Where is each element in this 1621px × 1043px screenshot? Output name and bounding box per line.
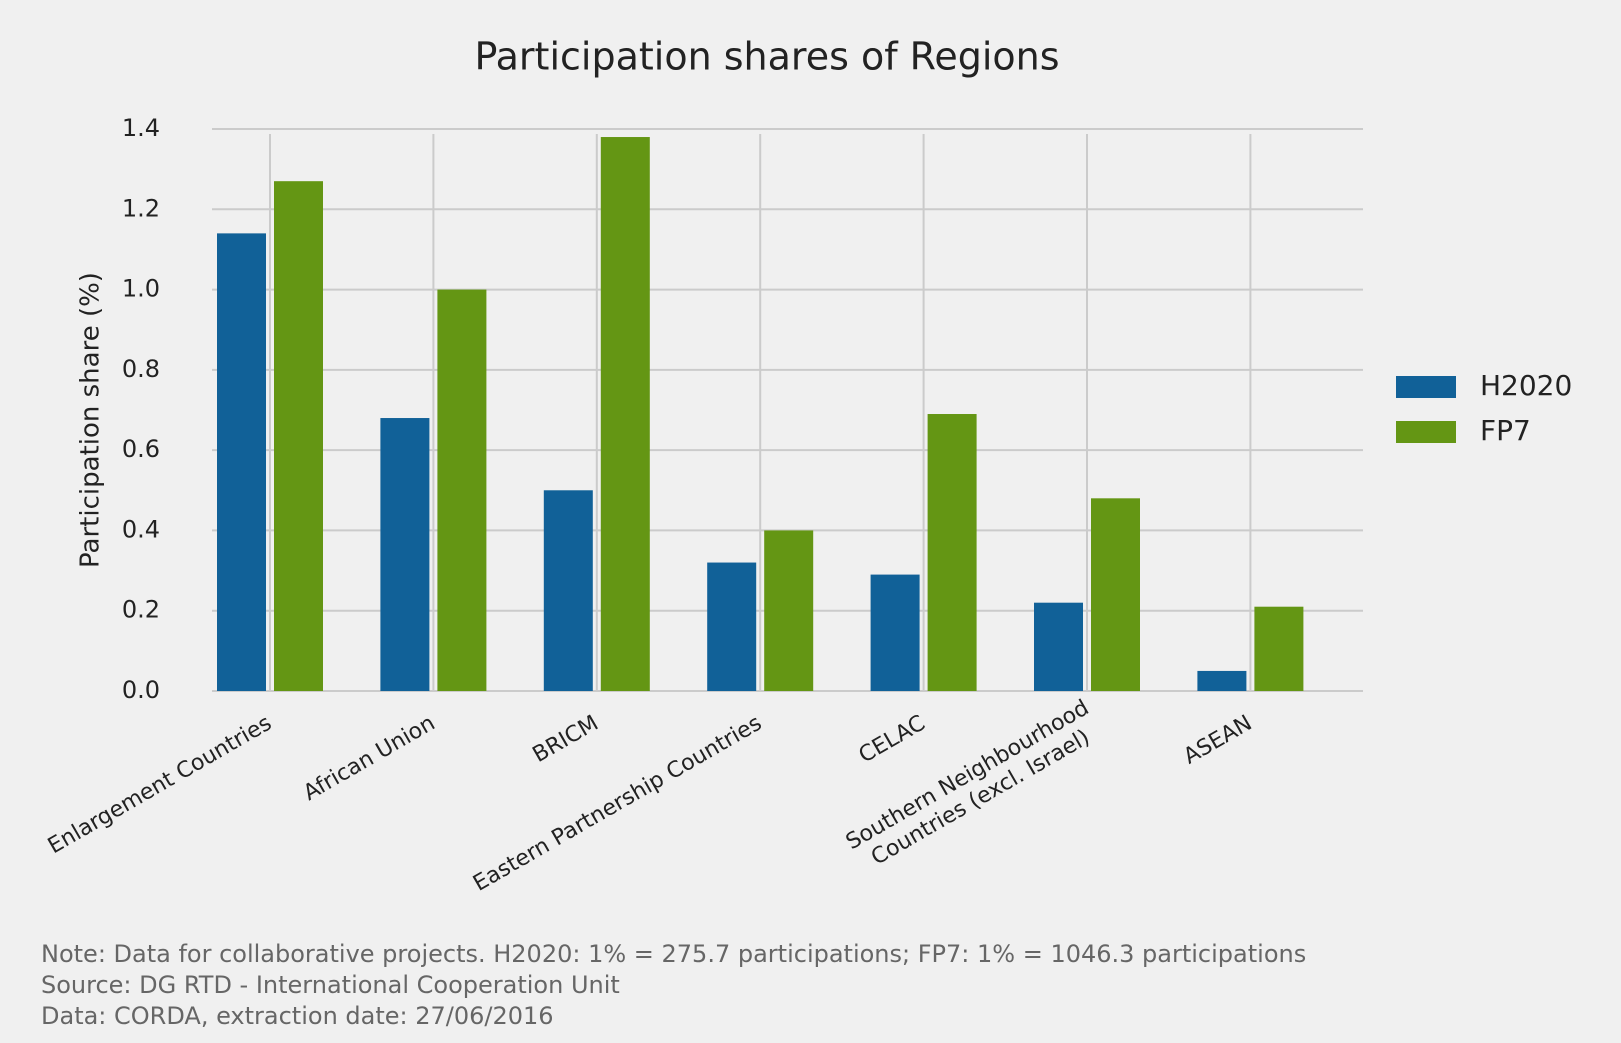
y-tick-label: 0.0 <box>122 676 160 704</box>
bar <box>217 233 266 691</box>
bar <box>764 530 814 691</box>
bar <box>274 181 323 691</box>
note: Note: Data for collaborative projects. H… <box>41 940 1306 968</box>
note: Data: CORDA, extraction date: 27/06/2016 <box>41 1002 554 1030</box>
bar <box>543 490 593 691</box>
bar <box>437 289 487 691</box>
chart-title: Participation shares of Regions <box>474 35 1059 79</box>
legend-swatch <box>1396 376 1456 398</box>
legend-label: H2020 <box>1480 369 1572 402</box>
bar <box>927 414 977 691</box>
bar <box>707 562 757 691</box>
bar <box>870 574 920 691</box>
note: Source: DG RTD - International Cooperati… <box>41 971 620 999</box>
bar <box>1197 670 1247 691</box>
bar <box>600 137 650 691</box>
bar <box>1091 498 1140 691</box>
legend-swatch <box>1396 421 1456 443</box>
y-axis-label: Participation share (%) <box>76 272 106 568</box>
y-tick-label: 1.0 <box>122 275 160 303</box>
bar <box>1034 602 1083 691</box>
bar <box>380 418 430 691</box>
y-tick-label: 0.6 <box>122 435 160 463</box>
y-tick-label: 1.4 <box>122 114 160 142</box>
y-tick-label: 0.8 <box>122 355 160 383</box>
legend-label: FP7 <box>1480 414 1531 447</box>
y-tick-label: 1.2 <box>122 194 160 222</box>
y-tick-label: 0.4 <box>122 515 160 543</box>
y-tick-label: 0.2 <box>122 596 160 624</box>
bar <box>1254 606 1304 691</box>
